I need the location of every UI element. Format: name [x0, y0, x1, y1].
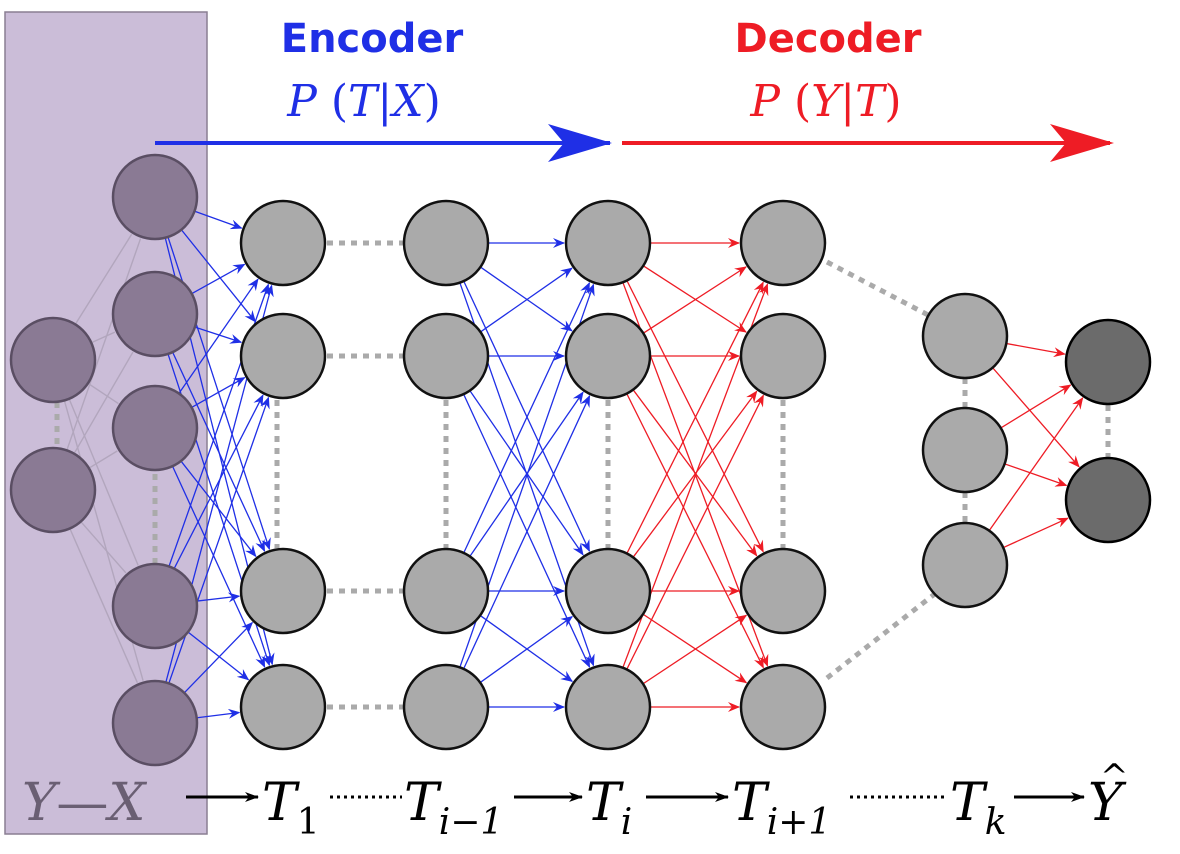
hidden-node	[241, 201, 325, 285]
hidden-node	[923, 294, 1007, 378]
hidden-node	[241, 549, 325, 633]
hidden-node	[404, 201, 488, 285]
input-node	[113, 155, 197, 239]
hidden-node	[741, 201, 825, 285]
hidden-node	[566, 314, 650, 398]
connection-edge	[619, 266, 763, 552]
input-node	[11, 318, 95, 402]
hidden-node	[923, 523, 1007, 607]
connection-edge	[467, 268, 572, 341]
hidden-node	[566, 549, 650, 633]
hidden-node	[241, 665, 325, 749]
connection-edge	[619, 379, 763, 668]
output-node	[1066, 458, 1150, 542]
layer-label-t1: T1	[262, 773, 320, 843]
decoder-probability: P (Y|T)	[749, 76, 901, 127]
connection-edge	[619, 282, 763, 568]
layer-label-t-i: Ti	[586, 773, 632, 843]
layer-label-t-i-plus-1: Ti+1	[732, 773, 831, 843]
hidden-node	[241, 314, 325, 398]
decoder-title: Decoder	[734, 16, 921, 62]
decoder-edges	[617, 243, 1083, 707]
output-hat: ^	[1100, 757, 1129, 797]
layer-label-t-i-minus-1: Ti−1	[404, 773, 503, 843]
connection-edge	[457, 396, 590, 684]
hidden-node	[741, 549, 825, 633]
output-node	[1066, 320, 1150, 404]
hidden-node	[566, 665, 650, 749]
encoder-edges	[161, 206, 593, 720]
input-label: Y—X	[22, 773, 147, 833]
hidden-node	[741, 314, 825, 398]
connection-edge	[457, 379, 590, 667]
input-node	[113, 272, 197, 356]
connection-edge	[619, 395, 763, 684]
hidden-node	[741, 665, 825, 749]
hidden-node	[404, 549, 488, 633]
hidden-node	[404, 314, 488, 398]
connection-edge	[457, 266, 590, 551]
connection-edge	[460, 377, 583, 555]
hidden-node	[566, 201, 650, 285]
input-node	[11, 448, 95, 532]
input-node	[113, 386, 197, 470]
connection-edge	[629, 267, 746, 342]
input-node	[113, 564, 197, 648]
encoder-title: Encoder	[281, 16, 464, 62]
connection-edge	[623, 376, 757, 555]
layer-label-t-k: Tk	[950, 773, 1007, 843]
connection-edge	[629, 605, 746, 683]
connection-edge	[466, 606, 572, 682]
input-node	[113, 681, 197, 765]
connection-edge	[629, 615, 746, 693]
hidden-node	[404, 665, 488, 749]
hidden-node	[923, 408, 1007, 492]
encoder-probability: P (T|X)	[286, 76, 440, 127]
